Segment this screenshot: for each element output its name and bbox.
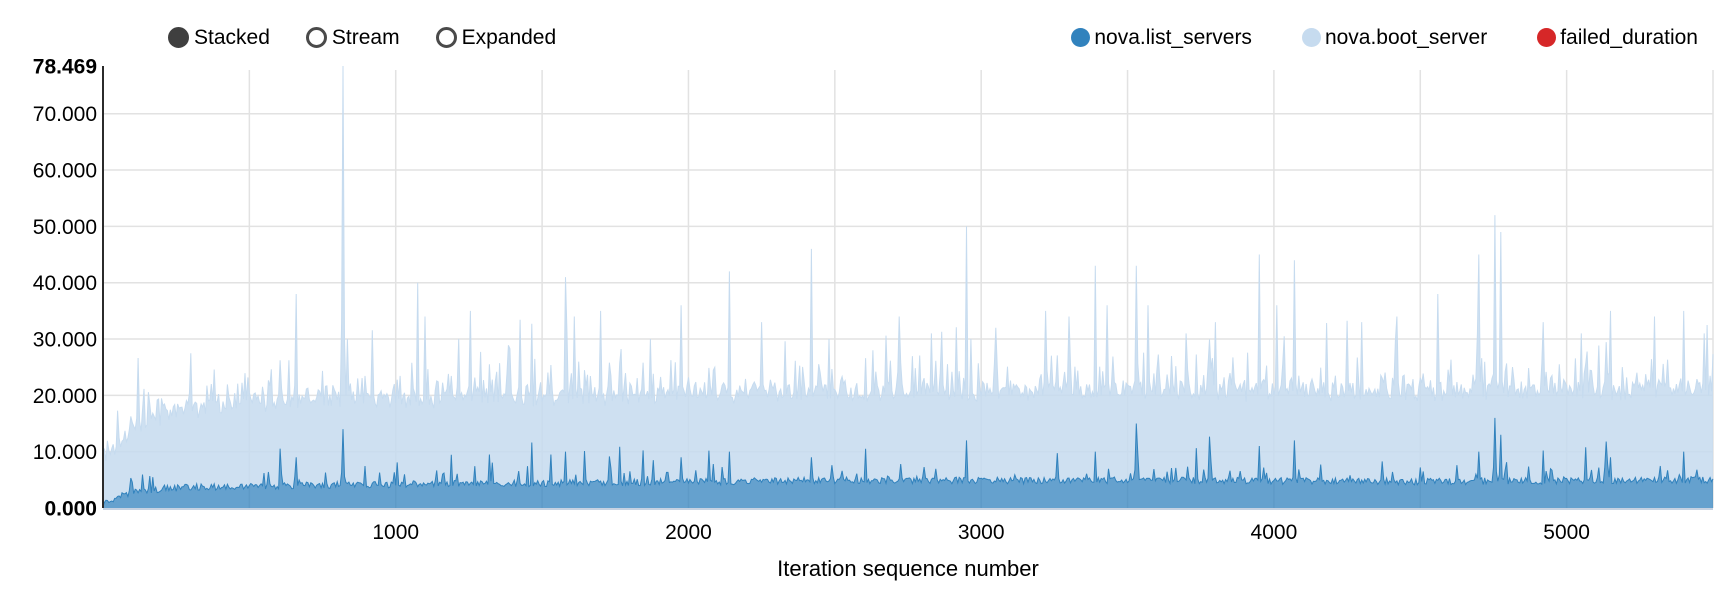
y-tick-label: 40.000 <box>33 272 97 295</box>
x-axis-title: Iteration sequence number <box>777 556 1039 581</box>
series-color-dot-icon <box>1537 28 1557 47</box>
area-boot-server[interactable] <box>103 66 1713 507</box>
series-legend: nova.list_servers nova.boot_server faile… <box>1071 24 1698 51</box>
area-boot-server-edge <box>102 65 1714 462</box>
mode-stacked-radio[interactable]: Stacked <box>168 24 270 51</box>
x-tick-label: 1000 <box>372 521 419 544</box>
radio-hollow-icon <box>305 27 327 48</box>
mode-label: Stacked <box>194 26 270 49</box>
y-tick-label: 60.000 <box>33 160 97 183</box>
legend-item-list-servers[interactable]: nova.list_servers <box>1071 24 1252 51</box>
legend-item-boot-server[interactable]: nova.boot_server <box>1301 24 1488 51</box>
mode-stream-radio[interactable]: Stream <box>305 24 400 51</box>
legend-item-failed-duration[interactable]: failed_duration <box>1537 24 1698 51</box>
radio-filled-icon <box>168 27 189 48</box>
stacked-areas[interactable] <box>102 65 1714 508</box>
series-color-dot-icon <box>1071 28 1091 47</box>
axis-labels: 0.000 10.000 20.000 30.000 40.000 50.000 60.00… <box>33 56 1590 545</box>
mode-label: Stream <box>331 26 400 49</box>
series-color-dot-icon <box>1301 28 1321 47</box>
x-tick-label: 2000 <box>665 521 712 544</box>
y-tick-label: 70.000 <box>33 103 97 126</box>
mode-label: Expanded <box>461 26 557 49</box>
y-tick-label: 20.000 <box>33 385 97 408</box>
x-tick-label: 4000 <box>1251 521 1298 544</box>
x-tick-label: 5000 <box>1543 521 1590 544</box>
x-tick-label: 3000 <box>958 521 1005 544</box>
y-tick-label: 30.000 <box>33 329 97 352</box>
y-tick-label: 10.000 <box>33 441 97 464</box>
area-list-servers-edge <box>102 417 1714 507</box>
series-name: nova.boot_server <box>1324 26 1488 49</box>
mode-expanded-radio[interactable]: Expanded <box>435 24 557 51</box>
y-tick-label: 78.469 <box>33 56 97 79</box>
chart-mode-controls: Stacked Stream Expanded <box>168 24 556 51</box>
y-tick-label: 50.000 <box>33 216 97 239</box>
y-tick-label: 0.000 <box>44 498 97 521</box>
radio-hollow-icon <box>435 27 457 48</box>
series-name: failed_duration <box>1560 26 1698 49</box>
series-name: nova.list_servers <box>1094 26 1252 49</box>
